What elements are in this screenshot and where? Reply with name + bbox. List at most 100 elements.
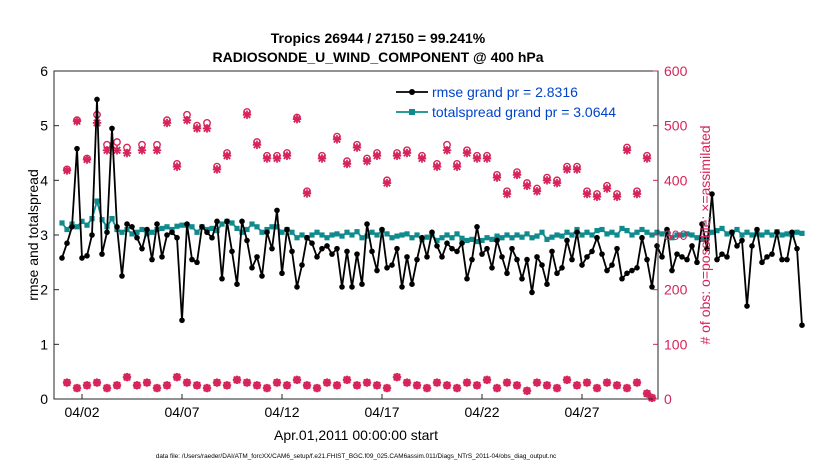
y-left-tick-label: 1	[40, 336, 48, 352]
spread-point	[554, 232, 560, 238]
rmse-point	[694, 259, 700, 266]
obs-assimilated-point-low	[592, 383, 602, 393]
obs-assimilated-point	[402, 148, 412, 158]
rmse-point	[509, 245, 515, 252]
spread-point	[569, 232, 575, 238]
spread-point	[704, 235, 710, 241]
obs-assimilated-point-low	[522, 386, 532, 395]
spread-point	[714, 228, 720, 234]
rmse-point	[714, 256, 720, 263]
rmse-point	[769, 251, 775, 257]
rmse-point	[734, 243, 740, 249]
obs-assimilated-point-low	[542, 381, 552, 390]
rmse-point	[454, 248, 460, 255]
rmse-point	[84, 252, 90, 259]
spread-point	[654, 229, 660, 235]
rmse-point	[539, 262, 545, 268]
obs-assimilated-point-low	[422, 383, 432, 393]
spread-point	[604, 231, 610, 237]
rmse-point	[709, 191, 715, 197]
spread-point	[409, 235, 415, 241]
spread-point	[94, 198, 100, 204]
obs-assimilated-point	[172, 162, 182, 171]
rmse-point	[554, 270, 560, 277]
obs-assimilated-point	[82, 155, 92, 164]
spread-point	[349, 232, 355, 238]
obs-assimilated-point	[332, 135, 342, 144]
obs-assimilated-point	[152, 146, 162, 155]
rmse-point	[629, 267, 635, 274]
rmse-point	[359, 281, 365, 288]
rmse-point	[799, 322, 805, 329]
spread-point	[634, 229, 640, 235]
rmse-point	[564, 237, 570, 244]
rmse-point	[99, 251, 105, 257]
x-tick-label: 04/17	[364, 404, 399, 420]
rmse-point	[534, 254, 540, 260]
spread-point	[784, 231, 790, 237]
spread-point	[389, 235, 395, 241]
footer-data-file: data file: /Users/raeder/DAI/ATM_forcXX/…	[156, 453, 557, 460]
rmse-point	[59, 255, 65, 261]
rmse-point	[314, 254, 320, 260]
rmse-point	[284, 226, 290, 233]
obs-assimilated-point-low	[222, 381, 232, 390]
spread-point	[149, 229, 155, 235]
spread-point	[289, 229, 295, 235]
obs-assimilated-point	[317, 154, 327, 163]
obs-assimilated-point	[122, 148, 132, 158]
spread-point	[434, 237, 440, 244]
obs-assimilated-point	[452, 162, 462, 171]
obs-assimilated-point-low	[302, 381, 312, 390]
rmse-point	[589, 248, 595, 255]
obs-assimilated-point-low	[342, 375, 352, 385]
spread-point	[504, 232, 510, 238]
rmse-point	[609, 262, 615, 268]
spread-point	[724, 231, 730, 237]
y-right-tick-label: 100	[664, 336, 688, 352]
rmse-point	[299, 262, 305, 268]
obs-assimilated-point-low	[432, 378, 442, 387]
spread-point	[524, 231, 530, 237]
rmse-point	[309, 240, 315, 246]
obs-assimilated-point	[642, 154, 652, 163]
obs-assimilated-point	[502, 189, 512, 199]
legend-box	[389, 77, 653, 125]
obs-assimilated-point-low	[122, 372, 132, 382]
spread-point	[139, 226, 145, 233]
rmse-point	[164, 232, 170, 238]
rmse-point	[294, 284, 300, 290]
rmse-point	[489, 265, 495, 271]
rmse-point	[399, 284, 405, 290]
obs-assimilated-point-low	[82, 381, 92, 390]
rmse-point	[604, 267, 610, 274]
spread-point	[234, 225, 240, 232]
obs-assimilated-point-low	[282, 381, 292, 390]
rmse-point	[634, 265, 640, 271]
spread-point	[744, 229, 750, 235]
spread-point	[629, 232, 635, 238]
legend: rmse grand pr = 2.8316 totalspread grand …	[389, 77, 653, 125]
rmse-point	[404, 254, 410, 260]
rmse-point	[469, 256, 475, 263]
rmse-point	[274, 207, 280, 214]
rmse-point	[739, 237, 745, 244]
rmse-point	[169, 229, 175, 236]
spread-point	[689, 232, 695, 238]
rmse-point	[524, 256, 530, 263]
spread-point	[684, 231, 690, 237]
obs-assimilated-point-low	[132, 381, 142, 390]
rmse-point	[544, 281, 550, 288]
spread-point	[644, 229, 650, 235]
spread-point	[189, 224, 195, 230]
obs-assimilated-point-low	[647, 393, 657, 403]
spread-point	[459, 235, 465, 241]
spread-point	[484, 235, 490, 241]
rmse-point	[354, 251, 360, 257]
rmse-point	[239, 218, 245, 225]
spread-point	[354, 229, 360, 235]
axes: 0 1 2 3 4 5 6 0 100 200 300 400 500 600 04/02 04/07 04/1…	[40, 63, 687, 420]
x-tick-label: 04/02	[64, 404, 99, 420]
obs-assimilated-point-low	[332, 381, 342, 390]
plot-area	[59, 96, 805, 403]
